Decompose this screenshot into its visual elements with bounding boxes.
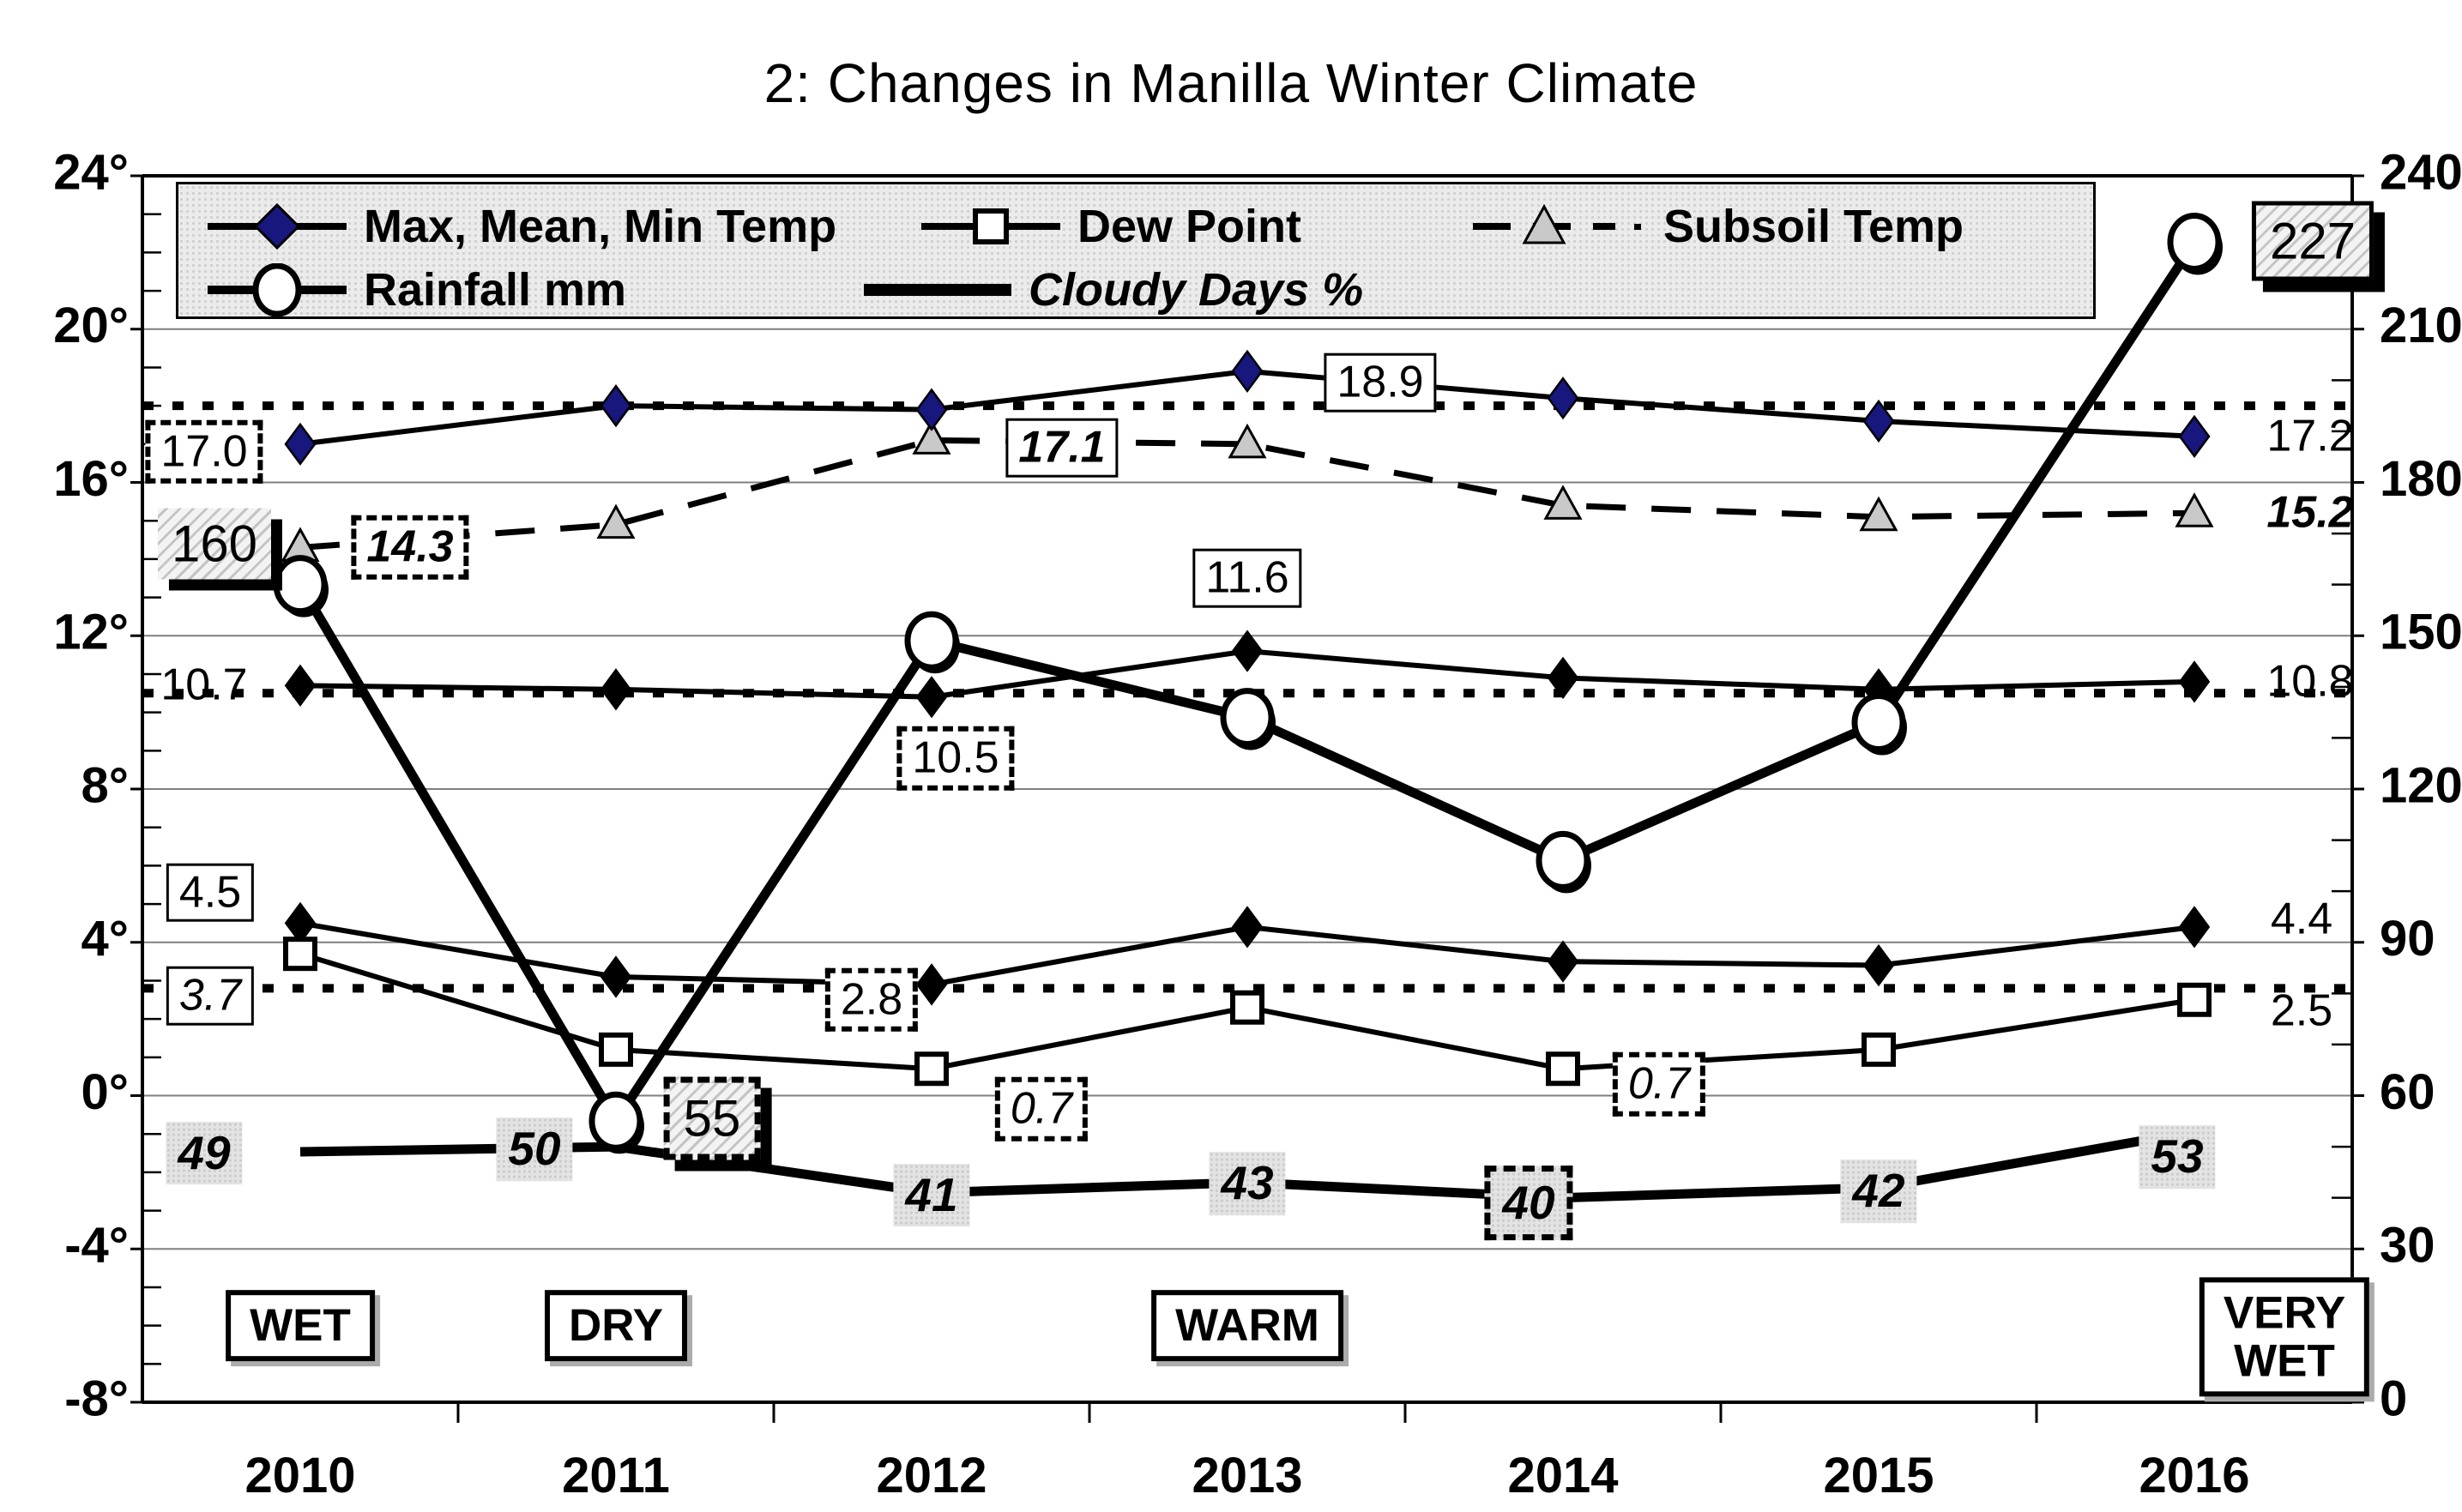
triangle-marker-icon <box>1473 203 1641 244</box>
annotation-0-7: 0.7 <box>1612 1051 1706 1117</box>
svg-text:60: 60 <box>2380 1064 2435 1120</box>
annotation-0-7: 0.7 <box>994 1076 1089 1142</box>
condition-label-very-wet: VERY WET <box>2199 1277 2370 1397</box>
annotation-10-8: 10.8 <box>2266 656 2354 707</box>
annotation-10-5: 10.5 <box>896 726 1015 791</box>
square-marker-icon <box>921 208 1060 244</box>
svg-text:240: 240 <box>2380 144 2462 200</box>
annotation-17-2: 17.2 <box>2266 411 2354 461</box>
annotation-10-7: 10.7 <box>160 660 248 711</box>
svg-text:8°: 8° <box>81 757 129 813</box>
annotation-53: 53 <box>2139 1125 2216 1189</box>
annotation-18-9: 18.9 <box>1324 353 1437 413</box>
annotation-43: 43 <box>1209 1152 1286 1216</box>
svg-text:24°: 24° <box>53 144 129 200</box>
svg-text:2015: 2015 <box>1823 1448 1934 1503</box>
legend-item-rainfall: Rainfall mm <box>204 263 626 316</box>
annotation-160: 160 <box>157 508 272 580</box>
svg-text:4°: 4° <box>81 911 129 967</box>
legend-item-cloudy: Cloudy Days % <box>860 263 1363 316</box>
diamond-marker-icon <box>208 202 347 250</box>
svg-text:2010: 2010 <box>244 1448 355 1503</box>
svg-text:-8°: -8° <box>64 1370 129 1426</box>
svg-text:2013: 2013 <box>1192 1448 1302 1503</box>
annotation-3-7: 3.7 <box>166 967 255 1026</box>
svg-text:120: 120 <box>2380 757 2462 813</box>
svg-text:210: 210 <box>2380 298 2462 353</box>
svg-text:2014: 2014 <box>1507 1448 1618 1503</box>
svg-text:2012: 2012 <box>876 1448 987 1503</box>
svg-text:12°: 12° <box>53 605 129 660</box>
annotation-17-1: 17.1 <box>1005 418 1119 478</box>
svg-text:-4°: -4° <box>64 1218 129 1274</box>
annotation-227: 227 <box>2251 201 2375 281</box>
legend-label: Dew Point <box>1077 201 1302 252</box>
condition-label-dry: DRY <box>545 1289 687 1362</box>
svg-text:20°: 20° <box>53 298 129 353</box>
svg-text:16°: 16° <box>53 451 129 507</box>
annotation-40: 40 <box>1484 1165 1573 1241</box>
svg-text:2016: 2016 <box>2139 1448 2249 1503</box>
legend-item-dew: Dew Point <box>918 200 1301 253</box>
legend-label: Max, Mean, Min Temp <box>364 201 837 252</box>
svg-text:0: 0 <box>2380 1370 2407 1426</box>
annotation-15-2: 15.2 <box>2266 487 2354 538</box>
annotation-55: 55 <box>663 1076 761 1160</box>
annotation-11-6: 11.6 <box>1192 548 1302 608</box>
annotation-49: 49 <box>166 1121 243 1185</box>
svg-text:150: 150 <box>2380 605 2462 660</box>
condition-label-wet: WET <box>226 1289 375 1362</box>
annotation-50: 50 <box>496 1117 573 1181</box>
legend-item-temp: Max, Mean, Min Temp <box>204 200 836 253</box>
annotation-17-0: 17.0 <box>145 419 263 485</box>
legend-label: Cloudy Days % <box>1029 264 1364 316</box>
svg-text:90: 90 <box>2380 911 2435 967</box>
condition-label-warm: WARM <box>1151 1289 1343 1362</box>
annotation-4-5: 4.5 <box>166 863 255 922</box>
svg-text:30: 30 <box>2380 1218 2435 1274</box>
annotation-4-4: 4.4 <box>2270 894 2333 944</box>
svg-text:0°: 0° <box>81 1064 129 1120</box>
svg-text:180: 180 <box>2380 451 2462 507</box>
annotation-14-3: 14.3 <box>351 515 469 580</box>
chart-title: 2: Changes in Manilla Winter Climate <box>763 52 1699 114</box>
annotation-42: 42 <box>1840 1160 1917 1224</box>
circle-marker-icon <box>208 263 347 316</box>
legend-item-subsoil: Subsoil Temp <box>1469 200 1964 253</box>
legend-label: Rainfall mm <box>364 264 627 316</box>
thick-line-marker-icon <box>864 284 1011 296</box>
chart-legend: Max, Mean, Min Temp Dew Point Subsoil Te… <box>176 182 2096 319</box>
svg-text:2011: 2011 <box>562 1448 670 1503</box>
annotation-2-5: 2.5 <box>2270 985 2333 1036</box>
legend-label: Subsoil Temp <box>1663 201 1964 252</box>
annotation-2-8: 2.8 <box>824 967 919 1033</box>
annotation-41: 41 <box>893 1163 970 1227</box>
